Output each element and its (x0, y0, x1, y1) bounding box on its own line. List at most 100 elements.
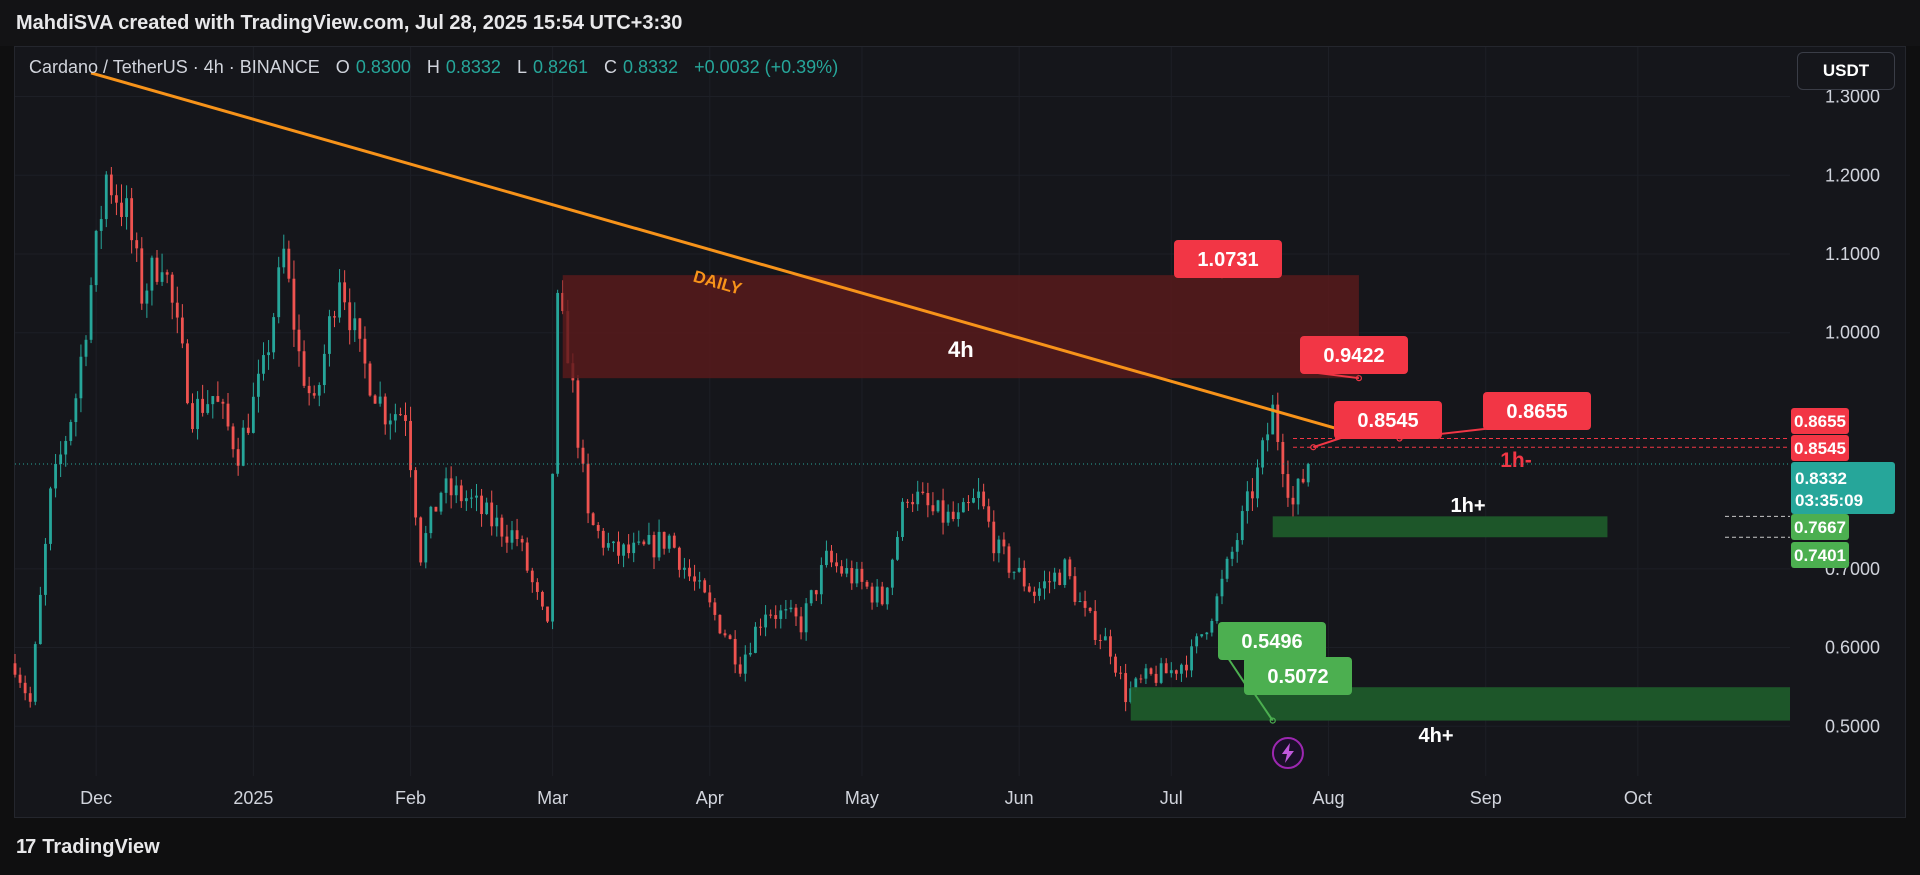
candle-body (652, 535, 656, 558)
candle-body (581, 447, 585, 464)
candle-body (109, 174, 113, 196)
candle-body (1002, 539, 1006, 547)
candle-body (1180, 664, 1183, 674)
candle-body (799, 616, 803, 633)
candle-body (277, 267, 281, 318)
candle-body (262, 355, 265, 374)
currency-button[interactable]: USDT (1797, 52, 1895, 90)
candle-body (1114, 656, 1117, 673)
candle-body (125, 198, 128, 217)
candle-body (155, 257, 159, 282)
candle-body (814, 590, 818, 595)
candle-body (13, 663, 17, 675)
candle-body (292, 278, 296, 330)
candle-body (769, 614, 773, 616)
candle-body (297, 329, 301, 352)
zone-label: 4h+ (1418, 725, 1453, 747)
candle-body (556, 292, 560, 474)
callout-value: 0.5072 (1267, 666, 1328, 688)
low-label: L (516, 57, 527, 77)
candle-body (257, 373, 260, 397)
callout-box (1334, 401, 1442, 439)
candle-body (94, 230, 98, 286)
candle-body (941, 500, 945, 523)
candle-body (1286, 474, 1290, 498)
candle-body (246, 427, 250, 433)
level-label: 1h- (1500, 449, 1532, 472)
candle-body (1109, 636, 1112, 657)
candle-body (328, 316, 331, 354)
candle-body (1038, 588, 1041, 596)
candle-body (459, 485, 463, 502)
candle-body (419, 517, 423, 563)
candle-body (104, 174, 108, 220)
candle-body (601, 530, 605, 548)
candle-body (754, 626, 757, 653)
candle-body (231, 426, 235, 450)
candle-body (606, 543, 610, 548)
price-axis-label-value: 0.8655 (1794, 412, 1846, 431)
candle-body (936, 500, 940, 512)
candle-body (28, 693, 32, 702)
price-axis-tick-label: 1.0000 (1825, 323, 1880, 343)
candle-body (743, 654, 747, 674)
candle-body (967, 502, 970, 504)
candle-body (708, 592, 712, 603)
candle-body (677, 547, 681, 570)
callout-anchor (1310, 444, 1317, 451)
candle-body (1043, 581, 1046, 589)
close-value: 0.8332 (623, 57, 679, 77)
footer-bar (0, 818, 1920, 875)
candle-body (992, 521, 996, 554)
candle-body (1032, 591, 1036, 596)
price-axis-tick-label: 1.3000 (1825, 87, 1880, 107)
zone-supply (562, 275, 1359, 379)
price-axis-tick-label: 1.1000 (1825, 244, 1880, 264)
candle-body (272, 317, 276, 353)
candle-body (140, 248, 144, 304)
candle-body (1230, 551, 1234, 559)
time-axis-label: Feb (395, 788, 426, 808)
candle-body (672, 535, 676, 548)
candle-body (373, 395, 377, 404)
callout-value: 0.8545 (1357, 410, 1418, 432)
tradingview-brand[interactable]: 17 TradingView (16, 836, 160, 859)
ohlc-legend: Cardano / TetherUS · 4h · BINANCE O 0.830… (29, 57, 838, 78)
candle-body (546, 606, 549, 622)
candle-body (576, 380, 580, 448)
candle-body (201, 398, 205, 413)
candle-body (870, 586, 874, 603)
candle-body (627, 544, 631, 554)
candle-body (688, 567, 691, 577)
candle-body (1281, 441, 1285, 475)
candle-body (1159, 663, 1163, 683)
candle-body (642, 541, 646, 545)
candle-body (961, 502, 965, 513)
candle-body (850, 567, 854, 584)
candle-body (221, 401, 225, 404)
candle-body (348, 302, 352, 331)
candle-body (1261, 440, 1264, 468)
candle-body (160, 272, 164, 282)
candle-body (1296, 478, 1300, 505)
candle-body (312, 393, 316, 396)
candle-body (510, 530, 514, 543)
candle-body (1012, 571, 1016, 573)
candle-body (165, 272, 169, 275)
candle-body (464, 498, 468, 502)
candle-body (1093, 611, 1097, 640)
candle-body (885, 587, 889, 605)
candle-body (267, 352, 270, 356)
candle-body (1154, 673, 1158, 683)
open-value: 0.8300 (355, 57, 411, 77)
symbol-label[interactable]: Cardano / TetherUS · 4h · BINANCE (29, 57, 320, 77)
candle-body (596, 525, 600, 531)
candle-body (1190, 646, 1193, 671)
candle-body (1103, 636, 1107, 641)
time-axis-label: Dec (80, 788, 112, 808)
candle-body (662, 531, 666, 549)
price-axis-label-box (1791, 514, 1849, 540)
candle-body (617, 541, 620, 556)
price-axis-label-value: 0.7401 (1794, 546, 1846, 565)
